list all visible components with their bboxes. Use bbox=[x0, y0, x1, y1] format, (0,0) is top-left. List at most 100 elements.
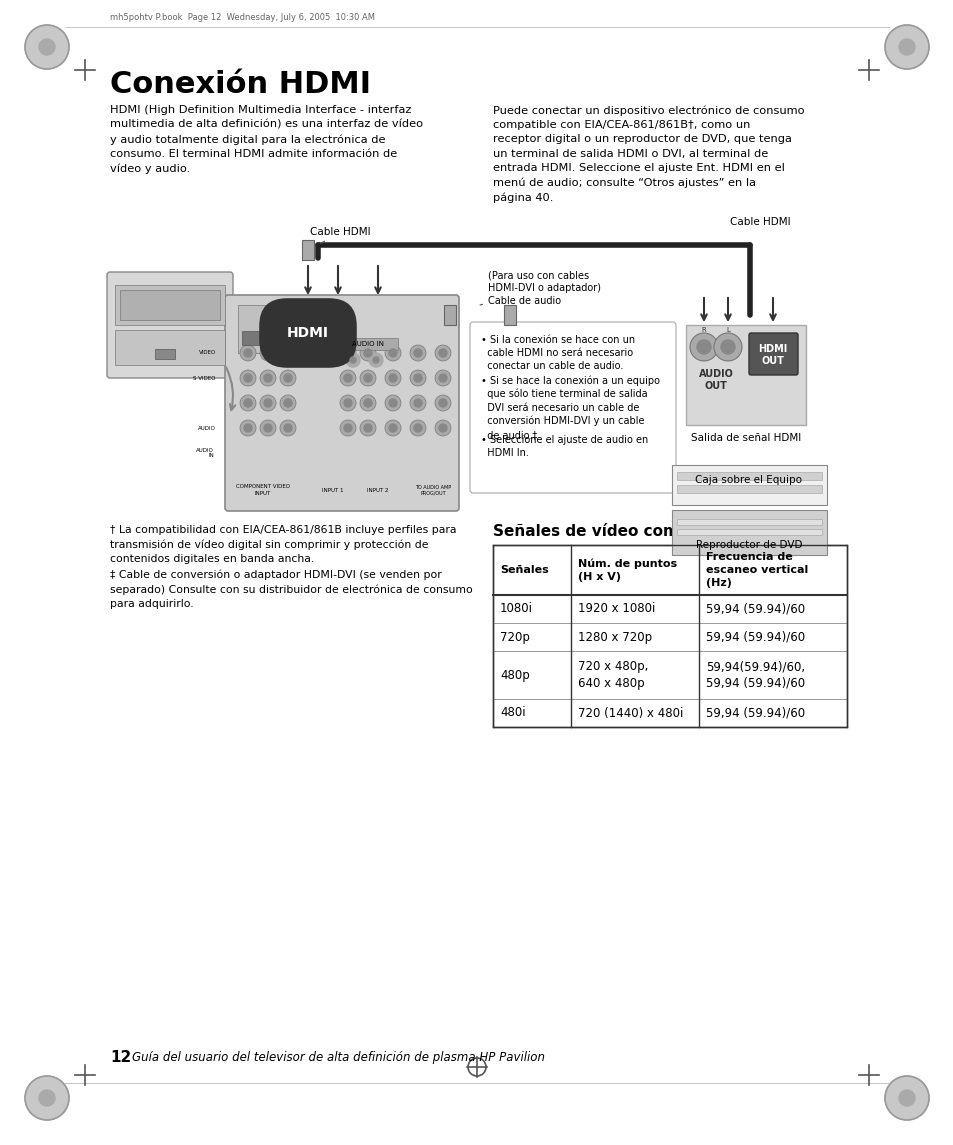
Circle shape bbox=[364, 374, 372, 382]
Circle shape bbox=[240, 420, 255, 436]
Circle shape bbox=[359, 370, 375, 386]
Text: HDMI
OUT: HDMI OUT bbox=[758, 345, 787, 365]
Circle shape bbox=[244, 398, 252, 406]
Circle shape bbox=[435, 420, 451, 436]
Bar bbox=[302, 240, 314, 260]
FancyBboxPatch shape bbox=[225, 295, 458, 511]
Circle shape bbox=[389, 424, 396, 432]
Circle shape bbox=[264, 398, 272, 406]
Text: (Para uso con cables
HDMI-DVI o adaptador)
Cable de audio: (Para uso con cables HDMI-DVI o adaptado… bbox=[479, 270, 600, 307]
Circle shape bbox=[244, 424, 252, 432]
Bar bbox=[242, 331, 272, 345]
Circle shape bbox=[350, 357, 355, 363]
Text: AUDIO: AUDIO bbox=[198, 426, 215, 431]
Text: 59,94 (59.94)/60: 59,94 (59.94)/60 bbox=[705, 602, 804, 616]
Text: 12: 12 bbox=[110, 1050, 132, 1065]
Circle shape bbox=[264, 374, 272, 382]
Circle shape bbox=[284, 398, 292, 406]
Circle shape bbox=[438, 398, 447, 406]
Circle shape bbox=[884, 25, 928, 69]
Text: AUDIO
IN: AUDIO IN bbox=[196, 448, 213, 458]
Circle shape bbox=[410, 420, 426, 436]
Circle shape bbox=[359, 420, 375, 436]
Text: 720p: 720p bbox=[499, 631, 529, 643]
Circle shape bbox=[274, 327, 291, 344]
Text: TO AUDIO AMP
PROG/OUT: TO AUDIO AMP PROG/OUT bbox=[415, 484, 451, 496]
Circle shape bbox=[298, 332, 307, 340]
Text: Puede conectar un dispositivo electrónico de consumo
compatible con EIA/CEA-861/: Puede conectar un dispositivo electrónic… bbox=[493, 105, 803, 204]
Text: AUDIO
OUT: AUDIO OUT bbox=[698, 369, 733, 392]
Circle shape bbox=[280, 420, 295, 436]
Circle shape bbox=[385, 420, 400, 436]
Text: 480p: 480p bbox=[499, 669, 529, 681]
Text: Caja sobre el Equipo: Caja sobre el Equipo bbox=[695, 475, 801, 485]
Circle shape bbox=[339, 370, 355, 386]
Circle shape bbox=[278, 332, 287, 340]
Bar bbox=[677, 519, 821, 526]
Circle shape bbox=[385, 370, 400, 386]
Circle shape bbox=[359, 395, 375, 411]
Circle shape bbox=[284, 349, 292, 357]
Bar bbox=[337, 338, 397, 350]
Text: Reproductor de DVD: Reproductor de DVD bbox=[695, 540, 801, 550]
Circle shape bbox=[264, 424, 272, 432]
Text: 1920 x 1080i: 1920 x 1080i bbox=[578, 602, 655, 616]
Circle shape bbox=[438, 349, 447, 357]
Text: Guía del usuario del televisor de alta definición de plasma HP Pavilion: Guía del usuario del televisor de alta d… bbox=[132, 1050, 544, 1064]
Circle shape bbox=[364, 424, 372, 432]
Circle shape bbox=[414, 374, 421, 382]
Circle shape bbox=[435, 345, 451, 361]
Circle shape bbox=[344, 374, 352, 382]
Text: ‡ Cable de conversión o adaptador HDMI-DVI (se venden por
separado) Consulte con: ‡ Cable de conversión o adaptador HDMI-D… bbox=[110, 570, 473, 609]
Circle shape bbox=[260, 345, 275, 361]
Text: • Si se hace la conexión a un equipo
  que sólo tiene terminal de salida
  DVI s: • Si se hace la conexión a un equipo que… bbox=[480, 376, 659, 440]
Text: † La compatibilidad con EIA/CEA-861/861B incluye perfiles para
transmisión de ví: † La compatibilidad con EIA/CEA-861/861B… bbox=[110, 526, 456, 563]
Circle shape bbox=[280, 395, 295, 411]
Text: L: L bbox=[725, 327, 729, 333]
Circle shape bbox=[240, 345, 255, 361]
Circle shape bbox=[294, 327, 311, 344]
Text: Salida de señal HDMI: Salida de señal HDMI bbox=[690, 433, 801, 443]
Circle shape bbox=[414, 424, 421, 432]
Circle shape bbox=[385, 395, 400, 411]
Circle shape bbox=[39, 1090, 55, 1106]
Bar bbox=[115, 330, 225, 365]
Circle shape bbox=[438, 374, 447, 382]
Circle shape bbox=[25, 25, 69, 69]
Circle shape bbox=[414, 349, 421, 357]
Circle shape bbox=[385, 345, 400, 361]
Circle shape bbox=[435, 370, 451, 386]
Circle shape bbox=[414, 398, 421, 406]
Text: • Si la conexión se hace con un
  cable HDMI no será necesario
  conectar un cab: • Si la conexión se hace con un cable HD… bbox=[480, 335, 635, 371]
Circle shape bbox=[898, 1090, 914, 1106]
Circle shape bbox=[284, 424, 292, 432]
Text: Señales de vídeo compatibles: Señales de vídeo compatibles bbox=[493, 523, 747, 539]
Circle shape bbox=[240, 370, 255, 386]
Bar bbox=[685, 325, 805, 425]
Circle shape bbox=[389, 398, 396, 406]
Text: 720 x 480p,
640 x 480p: 720 x 480p, 640 x 480p bbox=[578, 660, 648, 690]
Circle shape bbox=[884, 1076, 928, 1120]
Circle shape bbox=[898, 39, 914, 55]
Circle shape bbox=[410, 395, 426, 411]
Circle shape bbox=[346, 353, 359, 368]
Text: Señales: Señales bbox=[499, 564, 548, 575]
Bar bbox=[671, 465, 826, 505]
Text: HDMI: HDMI bbox=[287, 326, 329, 340]
Text: 1280 x 720p: 1280 x 720p bbox=[578, 631, 652, 643]
Circle shape bbox=[339, 420, 355, 436]
Circle shape bbox=[339, 345, 355, 361]
Circle shape bbox=[389, 374, 396, 382]
Circle shape bbox=[39, 39, 55, 55]
Circle shape bbox=[244, 374, 252, 382]
Bar bbox=[115, 285, 225, 325]
Text: COMPONENT VIDEO
INPUT: COMPONENT VIDEO INPUT bbox=[235, 484, 290, 496]
Text: AV IN: AV IN bbox=[271, 314, 294, 323]
Circle shape bbox=[410, 370, 426, 386]
Circle shape bbox=[284, 374, 292, 382]
Text: Cable HDMI: Cable HDMI bbox=[729, 218, 790, 227]
Bar bbox=[493, 545, 846, 727]
Circle shape bbox=[344, 398, 352, 406]
Text: 59,94 (59.94)/60: 59,94 (59.94)/60 bbox=[705, 631, 804, 643]
Circle shape bbox=[373, 357, 378, 363]
